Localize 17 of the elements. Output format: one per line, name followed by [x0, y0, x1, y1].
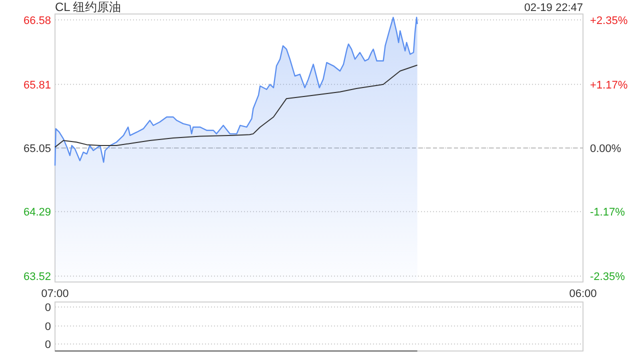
y-tick-label: 65.81 — [23, 79, 51, 92]
y-tick-label: 0 — [44, 321, 51, 333]
y2-tick-label: -2.35% — [590, 271, 626, 284]
y2-tick-label: +2.35% — [590, 14, 628, 27]
y2-tick-label: 0.00% — [590, 143, 622, 155]
chart-title: CL 纽约原油 — [55, 0, 122, 14]
annotation: 02-19 22:47 — [524, 2, 583, 14]
y-tick-label: 63.52 — [23, 271, 51, 284]
x-tick-label: 06:00 — [569, 288, 597, 300]
y-tick-label: 65.05 — [23, 143, 51, 155]
y-tick-label: 0 — [44, 339, 51, 351]
y2-tick-label: +1.17% — [590, 79, 628, 92]
x-tick-label: 07:00 — [41, 288, 69, 300]
y-tick-label: 66.58 — [23, 14, 51, 27]
y-tick-label: 0 — [44, 302, 51, 314]
y2-tick-label: -1.17% — [590, 206, 626, 219]
y-tick-label: 64.29 — [23, 206, 51, 219]
